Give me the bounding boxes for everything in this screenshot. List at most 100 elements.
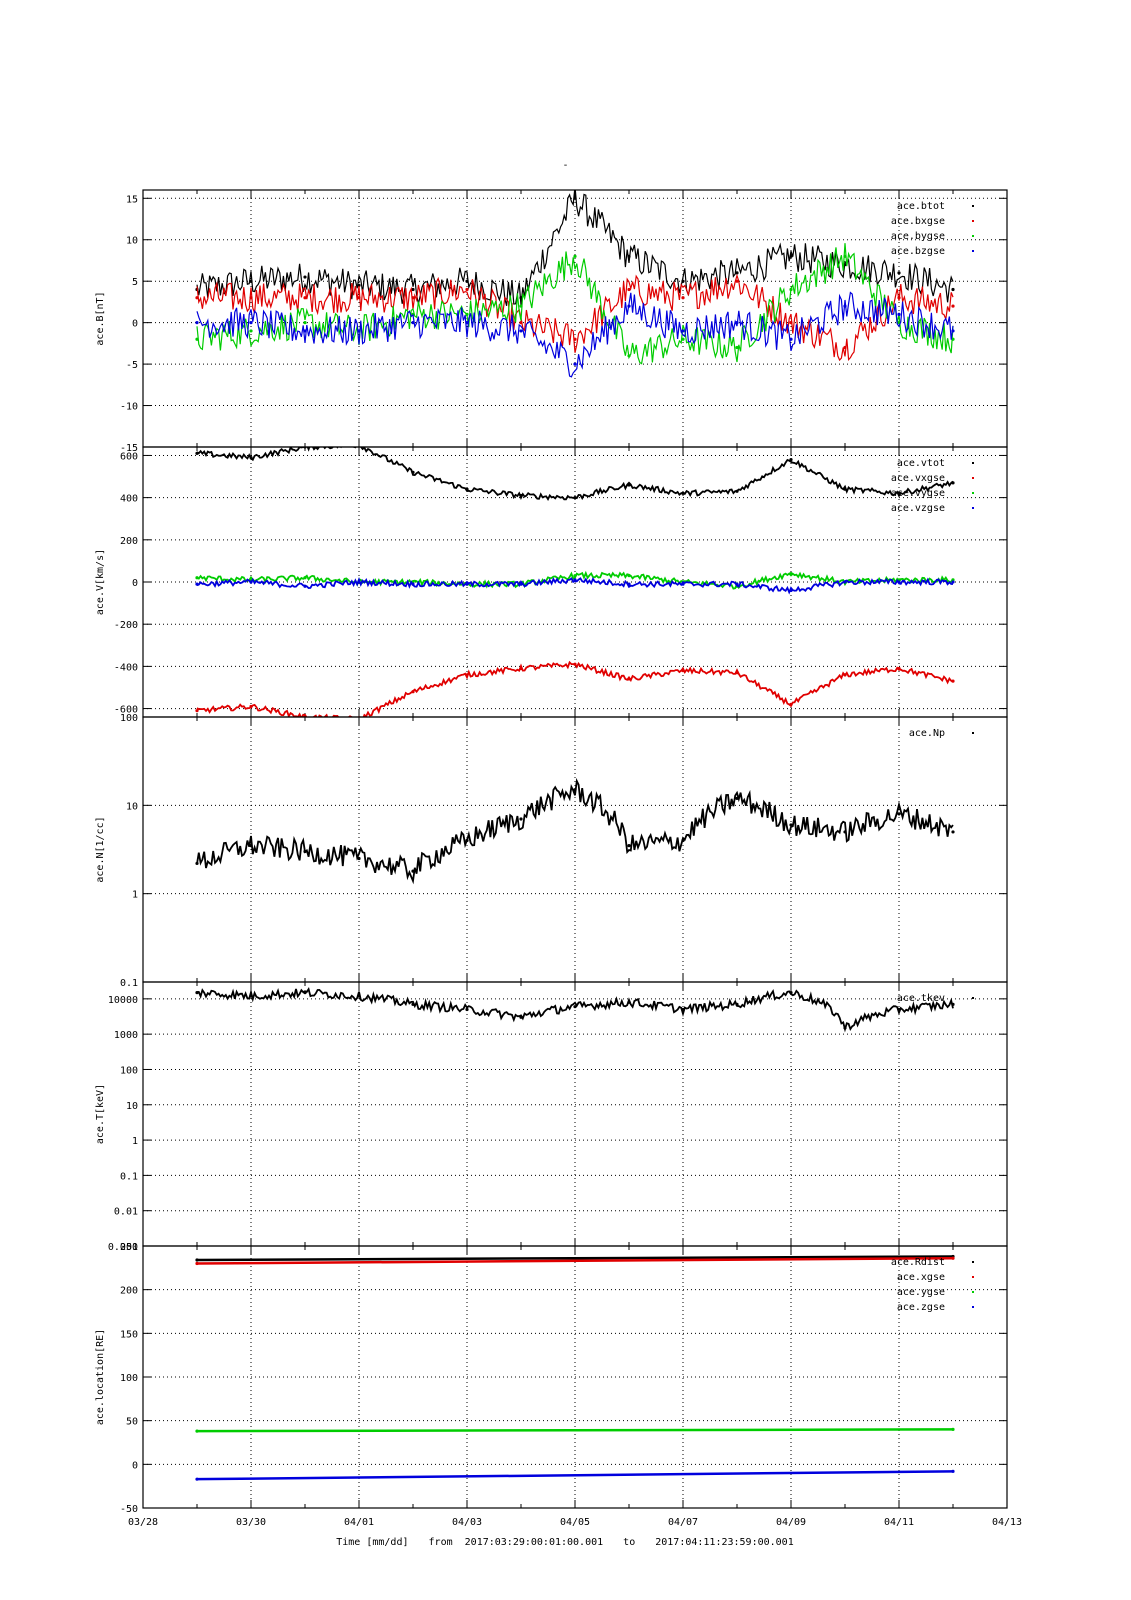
data-point — [303, 849, 307, 854]
legend-marker — [972, 220, 974, 222]
x-tick-label: 04/03 — [452, 1517, 482, 1528]
data-point — [195, 861, 199, 866]
data-point — [357, 856, 361, 861]
data-point — [519, 304, 523, 308]
data-point — [195, 337, 199, 341]
y-tick-label: 10 — [126, 236, 138, 247]
data-point — [951, 1469, 955, 1473]
x-axis-label: Time [mm/dd] from 2017:03:29:00:01:00.00… — [336, 1537, 793, 1548]
data-point — [357, 329, 361, 333]
data-point — [843, 487, 847, 491]
series-points — [196, 570, 954, 590]
series-ace-zgse — [195, 1469, 955, 1481]
legend-label: ace.vygse — [891, 488, 945, 499]
data-point — [195, 1429, 199, 1433]
data-point — [627, 582, 631, 586]
y-tick-label: 0.01 — [114, 1207, 138, 1218]
legend-label: ace.Np — [909, 728, 945, 739]
y-tick-label: -5 — [126, 360, 138, 371]
data-point — [411, 869, 415, 873]
data-point — [843, 673, 847, 677]
legend: ace.btot ace.bxgse ace.bygse ace.bzgse — [891, 201, 974, 257]
y-tick-label: 1 — [132, 1136, 138, 1147]
data-point — [735, 489, 739, 493]
y-tick-label: 600 — [120, 451, 138, 462]
data-point — [195, 451, 199, 455]
data-point — [951, 580, 955, 584]
data-point — [573, 254, 577, 258]
data-point — [735, 796, 739, 800]
data-point — [789, 702, 793, 706]
series-points — [196, 291, 954, 378]
legend-marker — [972, 507, 974, 509]
data-point — [573, 496, 577, 500]
data-point — [195, 321, 199, 325]
data-point — [897, 491, 901, 496]
data-point — [303, 329, 307, 333]
data-point — [573, 362, 577, 366]
data-point — [195, 582, 199, 586]
panels: -15-10-5051015ace.B[nT]ace.btotace.bxgse… — [95, 189, 1008, 1515]
data-point — [249, 844, 253, 848]
legend-marker — [972, 1261, 974, 1263]
x-tick-label: 04/01 — [344, 1517, 374, 1528]
y-axis-label: ace.T[keV] — [95, 1084, 106, 1144]
legend-marker — [972, 1291, 974, 1293]
y-tick-label: 10000 — [108, 995, 138, 1006]
data-point — [519, 666, 523, 671]
data-point — [789, 337, 793, 341]
data-point — [843, 345, 847, 350]
y-tick-label: 1 — [132, 890, 138, 901]
data-point — [573, 1005, 577, 1009]
data-area — [195, 1254, 955, 1481]
legend-label: ace.vtot — [897, 458, 945, 469]
legend-label: ace.xgse — [897, 1272, 945, 1283]
data-point — [735, 671, 739, 675]
data-point — [519, 817, 523, 821]
y-axis-label: ace.N[1/cc] — [95, 816, 106, 882]
legend-label: ace.vxgse — [891, 473, 945, 484]
from-time: 2017:03:29:00:01:00.001 — [465, 1537, 603, 1548]
y-axis-label: ace.location[RE] — [95, 1329, 106, 1425]
data-point — [897, 1007, 901, 1012]
data-point — [627, 574, 631, 578]
legend: ace.tkev — [897, 993, 974, 1004]
x-tick-label: 04/07 — [668, 1517, 698, 1528]
legend-marker — [972, 1306, 974, 1308]
series-points — [196, 987, 954, 1033]
y-tick-label: 0 — [132, 1460, 138, 1471]
x-tick-label: 03/28 — [128, 1517, 158, 1528]
y-tick-label: 0 — [132, 319, 138, 330]
data-point — [627, 483, 631, 487]
data-point — [303, 321, 307, 325]
data-point — [249, 279, 253, 283]
legend-marker — [972, 250, 974, 252]
data-point — [843, 580, 847, 584]
legend-label: ace.bzgse — [891, 246, 945, 257]
series-line — [196, 1428, 954, 1433]
data-point — [627, 844, 631, 848]
y-tick-label: -200 — [114, 620, 138, 631]
series-ace-bzgse — [195, 291, 955, 378]
y-tick-label: 250 — [120, 1242, 138, 1253]
data-point — [573, 662, 577, 666]
legend-marker — [972, 462, 974, 464]
data-point — [681, 668, 685, 673]
data-point — [411, 321, 415, 325]
data-point — [573, 578, 577, 582]
y-axis-label: ace.V[km/s] — [95, 549, 106, 615]
data-point — [951, 337, 955, 341]
data-point — [249, 329, 253, 333]
y-axis-label: ace.B[nT] — [95, 291, 106, 345]
data-point — [681, 279, 685, 283]
data-point — [627, 1000, 631, 1004]
data-point — [249, 296, 253, 300]
y-tick-label: -400 — [114, 662, 138, 673]
data-point — [411, 287, 415, 292]
y-tick-label: -10 — [120, 402, 138, 413]
x-tick-label: 03/30 — [236, 1517, 266, 1528]
data-point — [627, 287, 631, 292]
data-point — [519, 296, 523, 300]
data-point — [519, 321, 523, 325]
data-point — [897, 312, 901, 316]
